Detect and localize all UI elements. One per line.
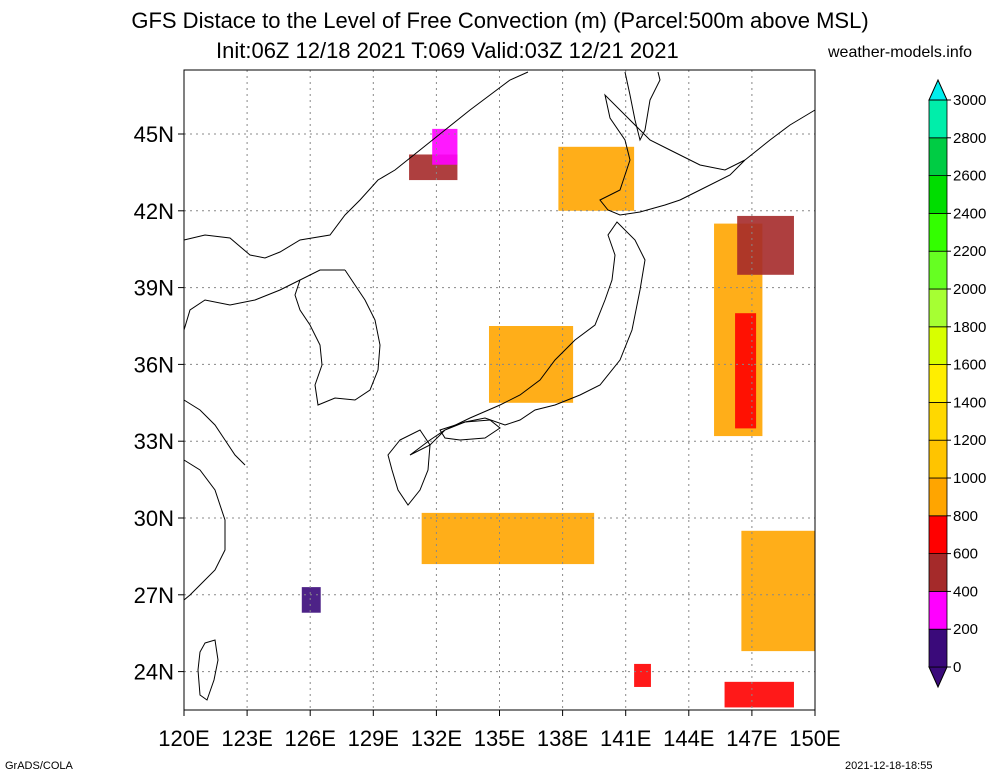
- field-patch: [737, 215, 794, 275]
- field-patch: [421, 512, 595, 565]
- colorbar-label: 2200: [953, 243, 986, 260]
- lat-tick-label: 27N: [134, 583, 174, 608]
- lon-tick-label: 147E: [726, 726, 777, 751]
- lon-tick-label: 126E: [285, 726, 336, 751]
- lat-tick-label: 42N: [134, 199, 174, 224]
- colorbar-bin: [928, 515, 948, 554]
- kyushu-coast: [387, 429, 431, 506]
- shikoku-coast: [439, 419, 501, 441]
- colorbar-bin: [928, 212, 948, 252]
- colorbar-label: 1400: [953, 394, 986, 411]
- colorbar-label: 2000: [953, 281, 986, 298]
- field-layer: [301, 128, 815, 708]
- colorbar-label: 1000: [953, 470, 986, 487]
- colorbar-bin: [928, 439, 948, 479]
- field-patch: [558, 146, 635, 211]
- colorbar-label: 0: [953, 659, 961, 676]
- generated-timestamp: 2021-12-18-18:55: [845, 760, 933, 772]
- lon-tick-label: 138E: [537, 726, 588, 751]
- field-patch: [634, 663, 651, 687]
- colorbar-label: 400: [953, 583, 978, 600]
- colorbar-bin: [928, 99, 948, 139]
- lat-tick-label: 24N: [134, 660, 174, 685]
- lon-tick-label: 120E: [158, 726, 209, 751]
- colorbar-bin: [928, 591, 948, 630]
- lon-tick-label: 135E: [474, 726, 525, 751]
- lon-tick-label: 132E: [411, 726, 462, 751]
- lat-tick-label: 33N: [134, 429, 174, 454]
- chart-title: GFS Distace to the Level of Free Convect…: [131, 8, 869, 33]
- sakhalin-coast: [624, 71, 661, 142]
- colorbar-bin: [928, 175, 948, 214]
- longitude-labels: 120E 123E 126E 129E 132E 135E 138E 141E 144E 147E…: [158, 710, 841, 751]
- colorbar-label: 3000: [953, 92, 986, 109]
- colorbar-bin: [928, 326, 948, 365]
- mainland-coast: [183, 71, 529, 601]
- honshu-coast: [409, 221, 646, 456]
- colorbar-bin: [928, 477, 948, 517]
- coastline-layer: [183, 71, 816, 701]
- field-patch: [488, 326, 574, 403]
- lat-tick-label: 45N: [134, 122, 174, 147]
- colorbar: 0 200 400 600 800 1000 1200 1400 1600 1800 2000 220…: [928, 78, 986, 689]
- latitude-labels: 24N 27N 30N 33N 36N 39N 42N 45N: [134, 122, 184, 685]
- lon-tick-label: 144E: [663, 726, 714, 751]
- colorbar-label: 1600: [953, 357, 986, 374]
- taiwan-coast: [197, 639, 219, 701]
- site-name: weather-models.info: [828, 44, 973, 61]
- colorbar-bin: [928, 628, 948, 668]
- colorbar-label: 2600: [953, 168, 986, 185]
- lon-tick-label: 150E: [789, 726, 840, 751]
- colorbar-bin: [928, 250, 948, 290]
- colorbar-label: 1800: [953, 319, 986, 336]
- colorbar-label: 1200: [953, 432, 986, 449]
- lon-tick-label: 123E: [221, 726, 272, 751]
- colorbar-label: 600: [953, 546, 978, 563]
- field-patch: [432, 128, 458, 165]
- colorbar-bin: [928, 288, 948, 328]
- lat-tick-label: 39N: [134, 276, 174, 301]
- lat-tick-label: 36N: [134, 352, 174, 377]
- colorbar-bin: [928, 401, 948, 441]
- lat-tick-label: 30N: [134, 506, 174, 531]
- colorbar-max-arrow: [928, 78, 948, 101]
- field-patch: [724, 681, 794, 708]
- colorbar-label: 2800: [953, 130, 986, 147]
- lon-tick-label: 129E: [348, 726, 399, 751]
- field-patch: [741, 530, 815, 652]
- field-patch: [301, 587, 321, 613]
- lon-tick-label: 141E: [600, 726, 651, 751]
- colorbar-label: 2400: [953, 205, 986, 222]
- field-patch: [735, 313, 757, 429]
- software-credit: GrADS/COLA: [5, 760, 73, 772]
- colorbar-label: 200: [953, 621, 978, 638]
- colorbar-bin: [928, 553, 948, 592]
- chart-subtitle: Init:06Z 12/18 2021 T:069 Valid:03Z 12/2…: [216, 38, 679, 63]
- colorbar-min-arrow: [928, 666, 948, 689]
- colorbar-bin: [928, 364, 948, 403]
- colorbar-label: 800: [953, 508, 978, 525]
- colorbar-bin: [928, 137, 948, 177]
- hokkaido-coast: [599, 93, 746, 216]
- far-east-coast: [744, 109, 816, 161]
